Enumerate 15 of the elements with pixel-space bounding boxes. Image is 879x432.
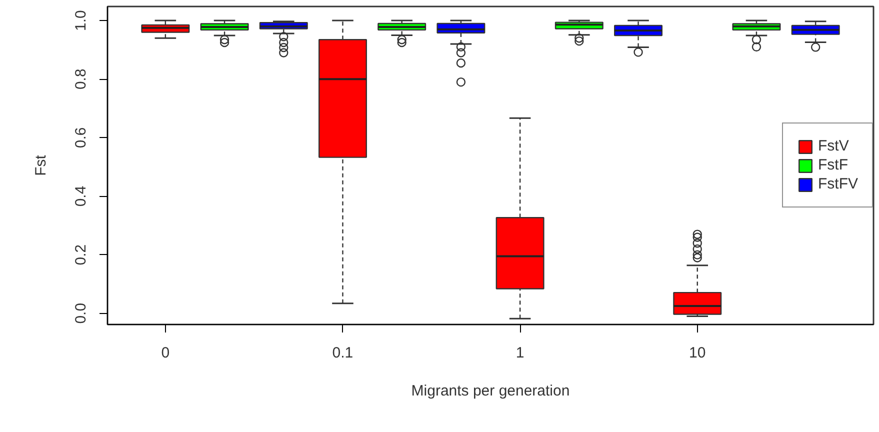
x-tick-label: 10 xyxy=(689,344,706,362)
legend-label: FstFV xyxy=(818,176,858,192)
x-tick-label: 0.1 xyxy=(332,344,354,362)
x-axis-title: Migrants per generation xyxy=(411,382,570,400)
x-tick-label: 1 xyxy=(516,344,524,362)
y-tick-label: 0.0 xyxy=(72,302,90,324)
x-tick-label: 0 xyxy=(161,344,170,362)
legend-label: FstV xyxy=(818,138,849,154)
y-tick-label: 0.4 xyxy=(72,186,90,207)
y-tick-label: 1.0 xyxy=(72,10,90,31)
legend-label: FstF xyxy=(818,156,848,174)
y-axis-title: Fst xyxy=(32,154,50,176)
y-tick-label: 0.6 xyxy=(72,127,90,148)
y-tick-label: 0.2 xyxy=(72,244,90,266)
y-tick-label: 0.8 xyxy=(72,68,90,90)
